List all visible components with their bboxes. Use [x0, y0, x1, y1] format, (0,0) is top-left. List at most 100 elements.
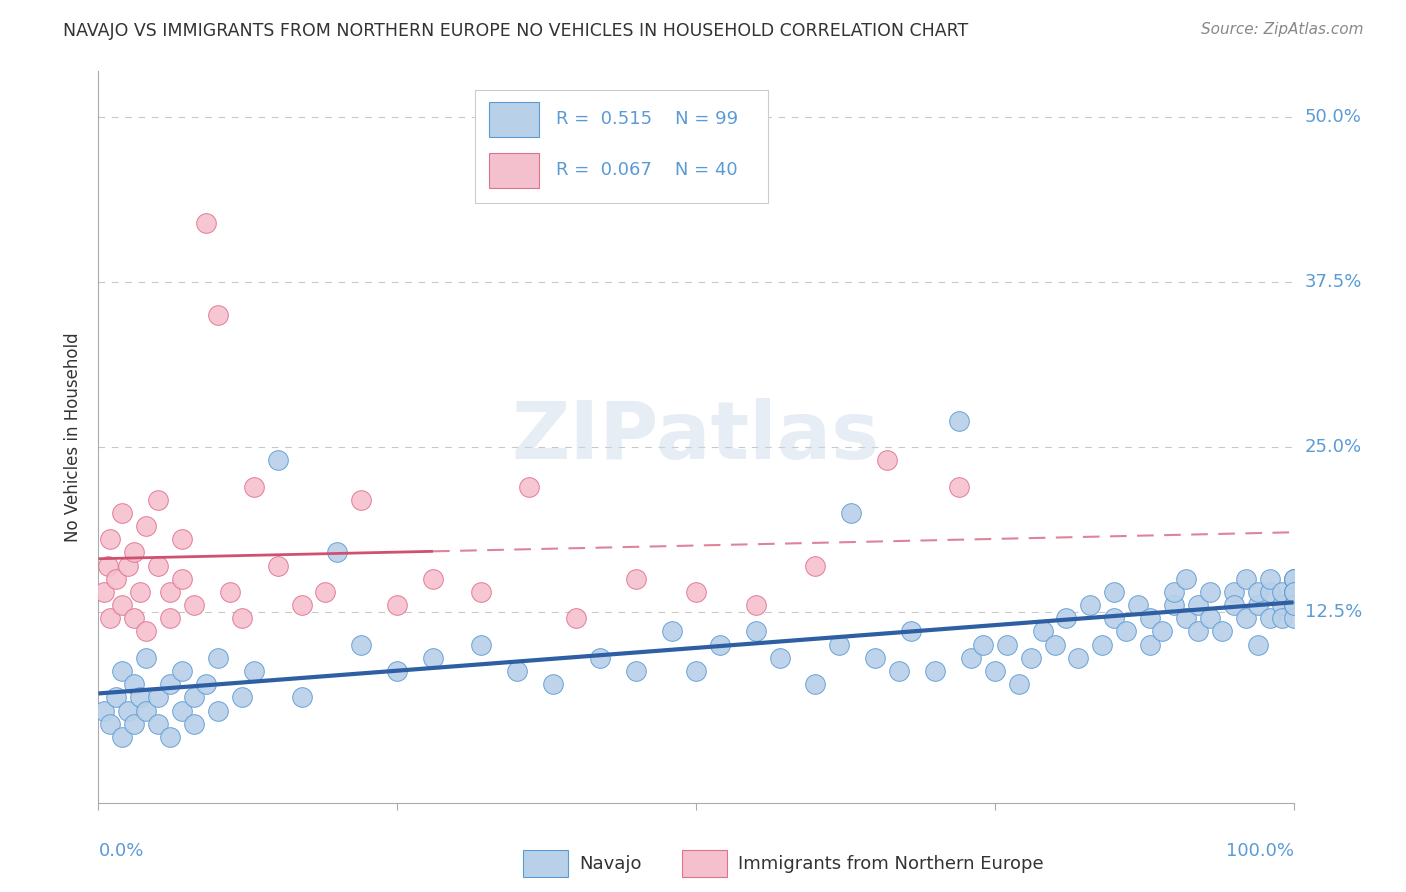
Point — [565, 611, 588, 625]
Point — [148, 690, 170, 705]
Point — [1104, 585, 1126, 599]
Point — [709, 638, 731, 652]
Point — [1247, 585, 1270, 599]
Point — [1163, 598, 1185, 612]
Point — [195, 677, 218, 691]
Point — [219, 585, 242, 599]
Point — [207, 704, 229, 718]
Point — [1128, 598, 1150, 612]
Point — [183, 598, 205, 612]
Point — [111, 598, 134, 612]
Point — [1139, 638, 1161, 652]
Point — [1282, 572, 1305, 586]
Point — [129, 585, 152, 599]
Point — [470, 638, 492, 652]
Point — [172, 664, 194, 678]
Text: 12.5%: 12.5% — [1305, 603, 1362, 621]
Point — [841, 506, 863, 520]
Point — [326, 545, 349, 559]
Point — [924, 664, 946, 678]
Point — [1282, 585, 1305, 599]
Point — [129, 690, 152, 705]
FancyBboxPatch shape — [475, 90, 768, 203]
Point — [948, 414, 970, 428]
Point — [243, 664, 266, 678]
Point — [589, 650, 612, 665]
Point — [124, 611, 146, 625]
Point — [984, 664, 1007, 678]
Point — [972, 638, 994, 652]
Point — [105, 572, 128, 586]
Y-axis label: No Vehicles in Household: No Vehicles in Household — [65, 332, 83, 542]
FancyBboxPatch shape — [489, 153, 540, 188]
Point — [1043, 638, 1066, 652]
Point — [315, 585, 337, 599]
Point — [350, 638, 373, 652]
Text: ZIPatlas: ZIPatlas — [512, 398, 880, 476]
Point — [231, 690, 253, 705]
Point — [1163, 585, 1185, 599]
Point — [159, 677, 181, 691]
Point — [135, 624, 157, 639]
Text: R =  0.515    N = 99: R = 0.515 N = 99 — [557, 110, 738, 128]
Point — [422, 650, 444, 665]
Point — [207, 650, 229, 665]
Point — [124, 677, 146, 691]
Point — [135, 519, 157, 533]
Point — [267, 558, 290, 573]
Text: R =  0.067    N = 40: R = 0.067 N = 40 — [557, 161, 738, 179]
Text: 50.0%: 50.0% — [1305, 109, 1361, 127]
Point — [159, 730, 181, 744]
Point — [291, 690, 314, 705]
Point — [117, 704, 139, 718]
Point — [506, 664, 529, 678]
Point — [124, 716, 146, 731]
Point — [111, 730, 134, 744]
Point — [183, 716, 205, 731]
Point — [195, 216, 218, 230]
Point — [626, 572, 648, 586]
Point — [1008, 677, 1031, 691]
Point — [93, 704, 115, 718]
Text: 25.0%: 25.0% — [1305, 438, 1362, 456]
Point — [828, 638, 851, 652]
Point — [661, 624, 683, 639]
Point — [111, 664, 134, 678]
Point — [1271, 611, 1294, 625]
Point — [1067, 650, 1090, 665]
Point — [243, 479, 266, 493]
Text: 100.0%: 100.0% — [1226, 842, 1294, 860]
Text: Source: ZipAtlas.com: Source: ZipAtlas.com — [1201, 22, 1364, 37]
Point — [98, 533, 122, 547]
Point — [1258, 585, 1281, 599]
Point — [541, 677, 564, 691]
Point — [1282, 598, 1305, 612]
Point — [900, 624, 922, 639]
Point — [470, 585, 492, 599]
Point — [626, 664, 648, 678]
Point — [93, 585, 115, 599]
Point — [1271, 585, 1294, 599]
Text: Immigrants from Northern Europe: Immigrants from Northern Europe — [738, 855, 1043, 872]
Point — [148, 716, 170, 731]
Point — [1139, 611, 1161, 625]
Point — [385, 664, 409, 678]
Point — [1175, 572, 1198, 586]
Point — [960, 650, 983, 665]
FancyBboxPatch shape — [489, 102, 540, 137]
Point — [385, 598, 409, 612]
Point — [117, 558, 139, 573]
Point — [111, 506, 134, 520]
Point — [105, 690, 128, 705]
Point — [804, 558, 827, 573]
Point — [1247, 598, 1270, 612]
Point — [135, 704, 157, 718]
Point — [1211, 624, 1233, 639]
Point — [745, 624, 768, 639]
Point — [1056, 611, 1078, 625]
Point — [422, 572, 444, 586]
FancyBboxPatch shape — [523, 849, 568, 878]
Point — [1115, 624, 1137, 639]
Point — [172, 704, 194, 718]
Point — [804, 677, 827, 691]
